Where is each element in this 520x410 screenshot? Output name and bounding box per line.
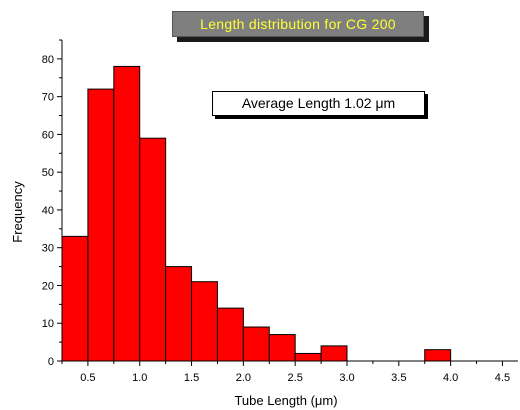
bars-group (61, 65, 452, 362)
y-tick-label: 80 (42, 54, 54, 66)
x-tick-label: 2.0 (236, 372, 251, 384)
histogram-bar (61, 235, 89, 362)
x-tick-label: 1.5 (184, 372, 199, 384)
x-axis-label: Tube Length (μm) (234, 393, 337, 408)
x-tick-label: 2.5 (288, 372, 303, 384)
histogram-bar (191, 281, 218, 362)
x-tick-label: 3.5 (391, 372, 406, 384)
chart-title-box: Length distribution for CG 200 (172, 11, 429, 42)
y-tick-label: 60 (42, 129, 54, 141)
y-tick-label: 30 (42, 243, 54, 255)
y-tick-label: 0 (48, 356, 54, 368)
average-length-annotation: Average Length 1.02 μm (212, 91, 425, 116)
histogram-bar (113, 65, 141, 362)
y-tick-label: 40 (42, 205, 54, 217)
x-tick-label: 4.5 (495, 372, 510, 384)
y-tick-label: 50 (42, 167, 54, 179)
histogram-bar (165, 266, 193, 362)
x-tick-label: 0.5 (80, 372, 95, 384)
histogram-bar (242, 326, 270, 362)
x-tick-label: 4.0 (443, 372, 458, 384)
histogram-bar (87, 88, 115, 362)
histogram-bar (216, 307, 244, 362)
histogram-bar (294, 352, 322, 362)
chart-title: Length distribution for CG 200 (172, 11, 424, 37)
histogram-bar (320, 345, 348, 362)
y-axis-label: Frequency (10, 181, 25, 243)
axes-group: 0 10 20 30 40 50 60 70 80 0.5 1.0 1.5 2.0 2.5 3.0 3.5 4.… (42, 39, 518, 384)
x-tick-label: 3.0 (339, 372, 354, 384)
average-length-box: Average Length 1.02 μm (212, 91, 428, 119)
y-tick-label: 10 (42, 318, 54, 330)
y-tick-label: 20 (42, 280, 54, 292)
x-tick-label: 1.0 (132, 372, 147, 384)
y-tick-label: 70 (42, 92, 54, 104)
histogram-bar (424, 349, 452, 362)
histogram-bar (139, 137, 167, 362)
histogram-bar (268, 334, 296, 362)
